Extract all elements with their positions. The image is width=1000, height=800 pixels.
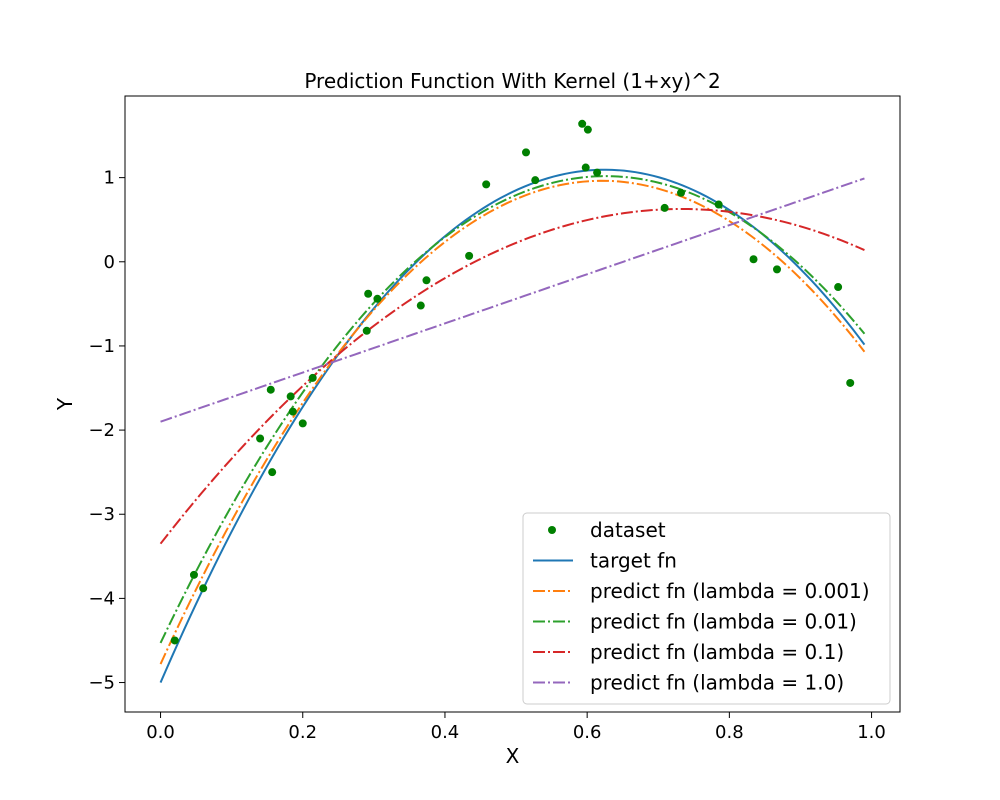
- data-point: [422, 276, 431, 285]
- y-tick-label: −1: [88, 336, 115, 357]
- data-point: [583, 125, 592, 134]
- data-point: [308, 373, 317, 382]
- data-point: [364, 289, 373, 298]
- data-point: [170, 636, 179, 645]
- plot-area: 0.0 0.2 0.4 0.6 0.8 1.0 −5 −4 −3 −2 −1 0 1: [88, 95, 901, 743]
- data-point: [286, 392, 295, 401]
- x-tick-label: 0.2: [288, 722, 317, 743]
- data-point: [660, 203, 669, 212]
- y-tick-label: −4: [88, 588, 115, 609]
- data-point: [677, 188, 686, 197]
- x-tick-label: 0.0: [146, 722, 175, 743]
- plot-frame: [124, 95, 901, 713]
- data-point: [465, 251, 474, 260]
- data-point: [749, 255, 758, 264]
- y-tick-label: −3: [88, 504, 115, 525]
- x-tick-label: 1.0: [857, 722, 886, 743]
- data-point: [578, 119, 587, 128]
- x-tick-label: 0.6: [573, 722, 602, 743]
- series-line-1: [159, 179, 866, 665]
- legend-label: predict fn (lambda = 0.1): [590, 640, 844, 664]
- legend-box: [522, 512, 891, 705]
- data-point: [288, 407, 297, 416]
- data-point: [266, 385, 275, 394]
- legend-marker-dataset: [548, 526, 556, 534]
- legend-label: dataset: [590, 518, 666, 542]
- data-point: [581, 163, 590, 172]
- data-point: [268, 468, 277, 477]
- data-point: [362, 326, 371, 335]
- data-point: [834, 283, 843, 292]
- legend-label: predict fn (lambda = 1.0): [590, 671, 844, 695]
- series-line-2: [159, 175, 866, 644]
- data-point: [714, 200, 723, 209]
- data-point: [846, 378, 855, 387]
- y-tick-label: −2: [88, 420, 115, 441]
- data-point: [189, 570, 198, 579]
- data-point: [531, 176, 540, 185]
- x-tick-label: 0.8: [715, 722, 744, 743]
- x-axis-label: X: [506, 744, 520, 768]
- y-axis-label: Y: [53, 397, 77, 411]
- data-point: [416, 301, 425, 310]
- data-point: [298, 419, 307, 428]
- series-line-4: [160, 177, 865, 423]
- x-tick-label: 0.4: [431, 722, 460, 743]
- data-point: [773, 265, 781, 274]
- data-point: [482, 180, 491, 189]
- y-tick-label: 0: [104, 252, 115, 273]
- legend: dataset target fn predict fn (lambda = 0.0…: [522, 512, 891, 705]
- legend-label: predict fn (lambda = 0.01): [590, 610, 857, 634]
- data-point: [522, 148, 531, 157]
- data-point: [373, 294, 382, 303]
- y-tick-label: 1: [104, 168, 115, 189]
- series-group: [159, 168, 866, 683]
- data-point: [256, 434, 265, 443]
- data-point: [593, 168, 602, 177]
- legend-label: target fn: [590, 549, 677, 573]
- series-line-3: [159, 208, 865, 545]
- legend-label: predict fn (lambda = 0.001): [590, 579, 870, 603]
- y-tick-label: −5: [88, 673, 115, 694]
- data-point: [199, 584, 208, 593]
- chart-title: Prediction Function With Kernel (1+xy)^2: [304, 69, 720, 93]
